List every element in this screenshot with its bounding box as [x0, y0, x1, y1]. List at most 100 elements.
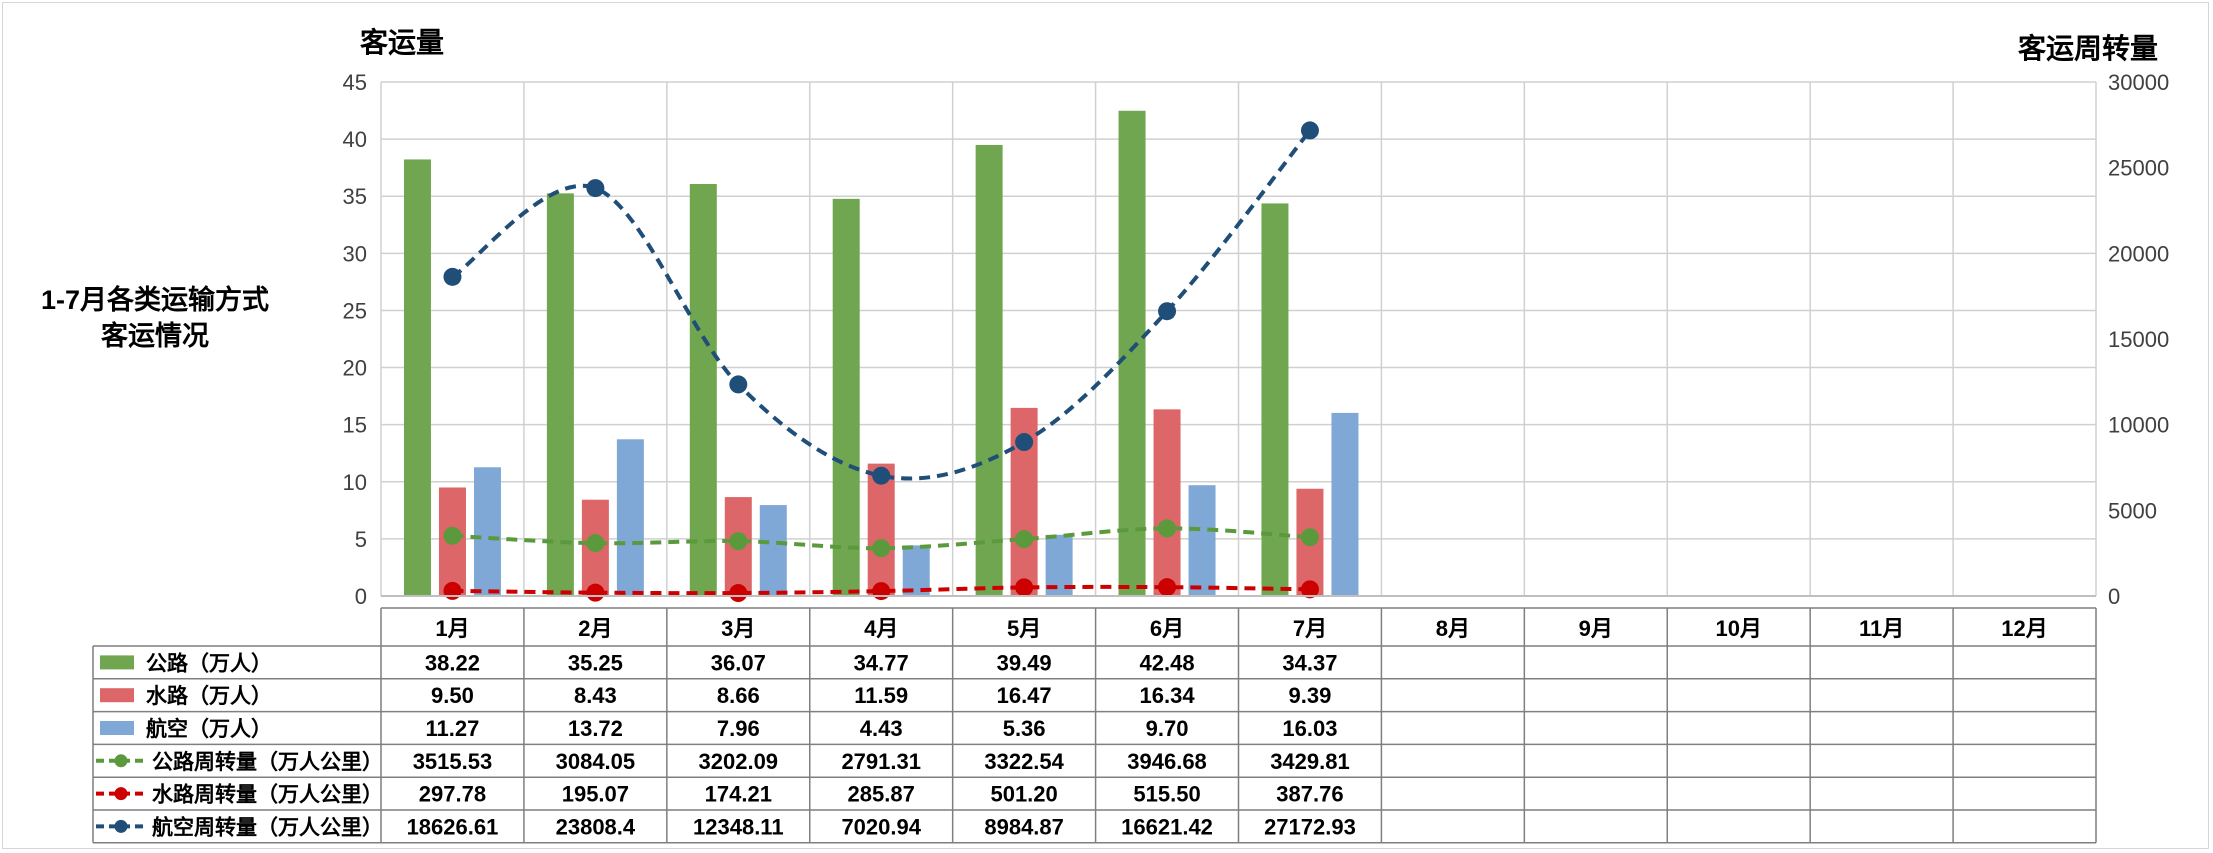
point-series-3-month-7	[1300, 528, 1319, 547]
point-series-3-month-3	[729, 532, 748, 551]
point-series-4-month-6	[1158, 578, 1177, 597]
data-label-series-5-month-3: 12348.11	[693, 814, 784, 839]
chart-title-line-2: 客运情况	[101, 321, 209, 351]
bar-series-1-month-4	[867, 463, 895, 596]
bar-series-1-month-6	[1153, 409, 1181, 596]
bars	[403, 110, 1359, 597]
data-label-series-5-month-2: 23808.4	[556, 814, 636, 839]
data-label-series-2-month-7: 16.03	[1282, 716, 1337, 741]
right-tick-label: 30000	[2108, 70, 2169, 95]
data-label-series-2-month-4: 4.43	[860, 716, 903, 741]
point-series-3-month-2	[586, 534, 605, 553]
point-series-3-month-1	[443, 526, 462, 545]
data-label-series-1-month-2: 8.43	[574, 683, 617, 708]
data-label-series-0-month-1: 38.22	[425, 650, 480, 675]
data-label-series-4-month-5: 501.20	[990, 782, 1057, 807]
data-label-series-3-month-1: 3515.53	[413, 749, 493, 774]
data-label-series-5-month-1: 18626.61	[407, 814, 499, 839]
right-tick-label: 10000	[2108, 413, 2169, 438]
left-tick-label: 10	[343, 470, 367, 495]
bar-series-0-month-5	[975, 144, 1003, 596]
data-label-series-0-month-6: 42.48	[1140, 650, 1195, 675]
category-label-9: 9月	[1579, 616, 1613, 641]
point-series-5-month-3	[729, 375, 748, 394]
bar-series-0-month-2	[546, 193, 574, 596]
point-series-5-month-7	[1300, 121, 1319, 140]
data-label-series-0-month-4: 34.77	[854, 650, 909, 675]
left-tick-label: 15	[343, 413, 367, 438]
right-tick-label: 0	[2108, 584, 2120, 609]
category-label-10: 10月	[1715, 616, 1761, 641]
category-label-2: 2月	[578, 616, 612, 641]
right-tick-label: 15000	[2108, 327, 2169, 352]
legend-marker-series-4	[114, 787, 128, 801]
data-label-series-1-month-3: 8.66	[717, 683, 760, 708]
data-label-series-3-month-7: 3429.81	[1270, 749, 1350, 774]
data-label-series-4-month-2: 195.07	[562, 782, 629, 807]
point-series-5-month-2	[586, 179, 605, 198]
category-label-8: 8月	[1436, 616, 1470, 641]
data-label-series-5-month-4: 7020.94	[841, 814, 921, 839]
data-label-series-4-month-6: 515.50	[1133, 782, 1200, 807]
data-label-series-5-month-5: 8984.87	[984, 814, 1064, 839]
point-series-4-month-7	[1300, 580, 1319, 599]
legend-label-series-4: 水路周转量（万人公里）	[152, 783, 383, 807]
data-label-series-0-month-2: 35.25	[568, 650, 623, 675]
category-label-6: 6月	[1150, 616, 1184, 641]
data-label-series-4-month-1: 297.78	[419, 782, 486, 807]
point-series-4-month-3	[729, 584, 748, 603]
data-label-series-4-month-4: 285.87	[848, 782, 915, 807]
point-series-3-month-4	[872, 539, 891, 558]
data-label-series-1-month-1: 9.50	[431, 683, 474, 708]
point-series-5-month-5	[1015, 433, 1034, 452]
data-label-series-2-month-1: 11.27	[426, 716, 480, 741]
category-label-1: 1月	[435, 616, 469, 641]
bar-series-2-month-4	[902, 545, 930, 596]
line-series-5	[451, 129, 1312, 481]
data-label-series-1-month-4: 11.59	[854, 683, 908, 708]
chart-title: 1-7月各类运输方式 客运情况	[20, 282, 290, 354]
left-axis-title: 客运量	[360, 26, 444, 58]
left-tick-label: 40	[343, 127, 367, 152]
point-series-3-month-5	[1015, 530, 1034, 549]
point-series-4-month-5	[1015, 578, 1034, 597]
category-label-5: 5月	[1007, 616, 1041, 641]
left-tick-label: 35	[343, 184, 367, 209]
category-label-7: 7月	[1293, 616, 1327, 641]
bar-series-2-month-1	[473, 467, 501, 596]
legend-label-series-2: 航空（万人）	[146, 717, 272, 741]
legend-marker-series-5	[114, 819, 128, 833]
legend-label-series-3: 公路周转量（万人公里）	[152, 750, 383, 774]
bar-series-0-month-4	[832, 198, 860, 596]
data-label-series-3-month-2: 3084.05	[556, 749, 636, 774]
point-series-3-month-6	[1158, 519, 1177, 538]
axes: 0 5 10 15 20 25 30 35 40 45 0 5000 10000 15000 20000 25…	[343, 70, 2170, 609]
bar-series-2-month-2	[616, 439, 644, 596]
bar-series-0-month-1	[403, 159, 431, 596]
data-label-series-2-month-2: 13.72	[568, 716, 623, 741]
legend-label-series-0: 公路（万人）	[146, 651, 272, 675]
data-label-series-2-month-6: 9.70	[1146, 716, 1189, 741]
data-label-series-3-month-6: 3946.68	[1127, 749, 1207, 774]
gridlines	[380, 81, 2097, 597]
legend-key-series-2	[100, 721, 134, 735]
left-tick-label: 5	[355, 527, 367, 552]
left-tick-label: 30	[343, 241, 367, 266]
data-label-series-2-month-5: 5.36	[1003, 716, 1046, 741]
bar-series-2-month-3	[759, 505, 787, 596]
data-label-series-5-month-6: 16621.42	[1121, 814, 1213, 839]
data-label-series-0-month-7: 34.37	[1282, 650, 1337, 675]
right-tick-label: 20000	[2108, 241, 2169, 266]
data-label-series-4-month-3: 174.21	[705, 782, 772, 807]
data-label-series-1-month-7: 9.39	[1289, 683, 1332, 708]
left-tick-label: 20	[343, 356, 367, 381]
category-label-12: 12月	[2001, 616, 2047, 641]
point-series-4-month-1	[443, 581, 462, 600]
point-series-5-month-6	[1158, 302, 1177, 321]
right-tick-label: 25000	[2108, 156, 2169, 181]
data-label-series-0-month-3: 36.07	[711, 650, 766, 675]
legend-label-series-1: 水路（万人）	[146, 684, 272, 708]
data-label-series-3-month-4: 2791.31	[841, 749, 921, 774]
